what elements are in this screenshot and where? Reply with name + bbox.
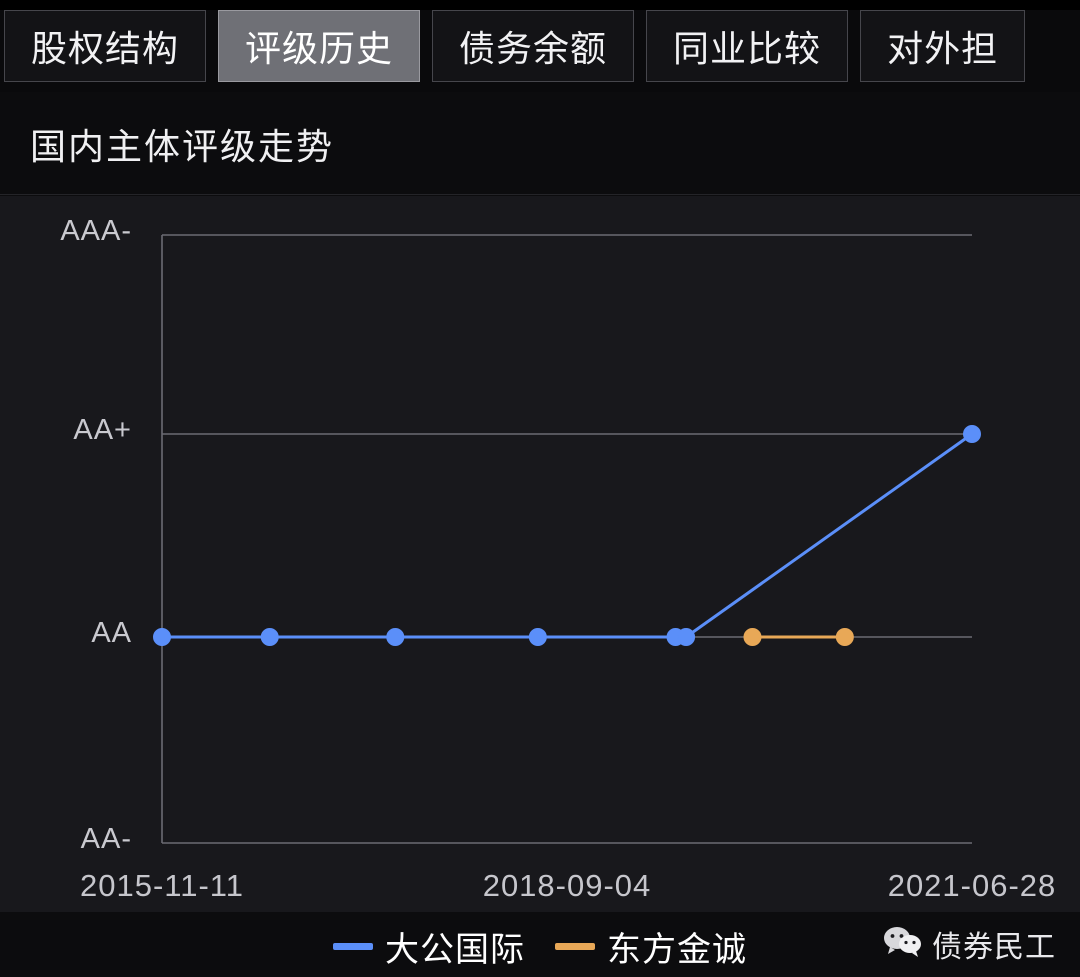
title-divider xyxy=(0,194,1080,195)
y-axis-tick-label: AAA- xyxy=(60,215,132,247)
watermark-text: 债券民工 xyxy=(932,930,1056,965)
tab-external-guarantee[interactable]: 对外担 xyxy=(860,10,1026,82)
x-axis-tick-label: 2015-11-11 xyxy=(80,868,244,903)
status-bar-shade xyxy=(0,0,1080,10)
y-axis-tick-aa: AA- xyxy=(0,823,150,856)
tab-equity-structure[interactable]: 股权结构 xyxy=(4,10,207,82)
y-axis-tick-aa: AA xyxy=(0,617,150,650)
y-axis-tick-label: AA xyxy=(91,617,132,649)
wechat-icon xyxy=(883,926,923,963)
tab-debt-balance[interactable]: 债务余额 xyxy=(432,10,635,82)
tab-label: 股权结构 xyxy=(31,29,180,70)
legend-color-swatch xyxy=(555,943,595,950)
legend-item-golden-credit[interactable]: 东方金诚 xyxy=(555,922,747,971)
tab-bar: 股权结构 评级历史 债务余额 同业比较 对外担 xyxy=(0,0,1080,92)
watermark: 债券民工 xyxy=(883,922,1056,966)
page-title: 国内主体评级走势 xyxy=(30,127,335,168)
chart-canvas xyxy=(153,234,981,844)
legend-item-dagong[interactable]: 大公国际 xyxy=(333,922,525,971)
rating-trend-chart: AAA- AA+ AA AA- 2015-11-11 2018-09-04 2021-06… xyxy=(0,196,1080,912)
legend-label: 大公国际 xyxy=(385,930,525,970)
legend-color-swatch xyxy=(333,943,373,950)
y-axis-tick-aa: AA+ xyxy=(0,414,150,447)
x-axis-tick-label: 2018-09-04 xyxy=(482,868,652,903)
tab-rating-history[interactable]: 评级历史 xyxy=(218,10,421,82)
y-axis-tick-label: AA- xyxy=(80,823,132,855)
tab-peer-comparison[interactable]: 同业比较 xyxy=(646,10,849,82)
tab-label: 评级历史 xyxy=(245,29,394,70)
tab-label: 同业比较 xyxy=(673,29,822,70)
tab-label: 对外担 xyxy=(887,29,999,70)
tab-label: 债务余额 xyxy=(459,29,608,70)
legend-label: 东方金诚 xyxy=(607,930,747,970)
x-axis-tick-label: 2021-06-28 xyxy=(887,868,1057,903)
y-axis-tick-label: AA+ xyxy=(73,414,132,446)
y-axis-tick-aaa: AAA- xyxy=(0,215,150,248)
